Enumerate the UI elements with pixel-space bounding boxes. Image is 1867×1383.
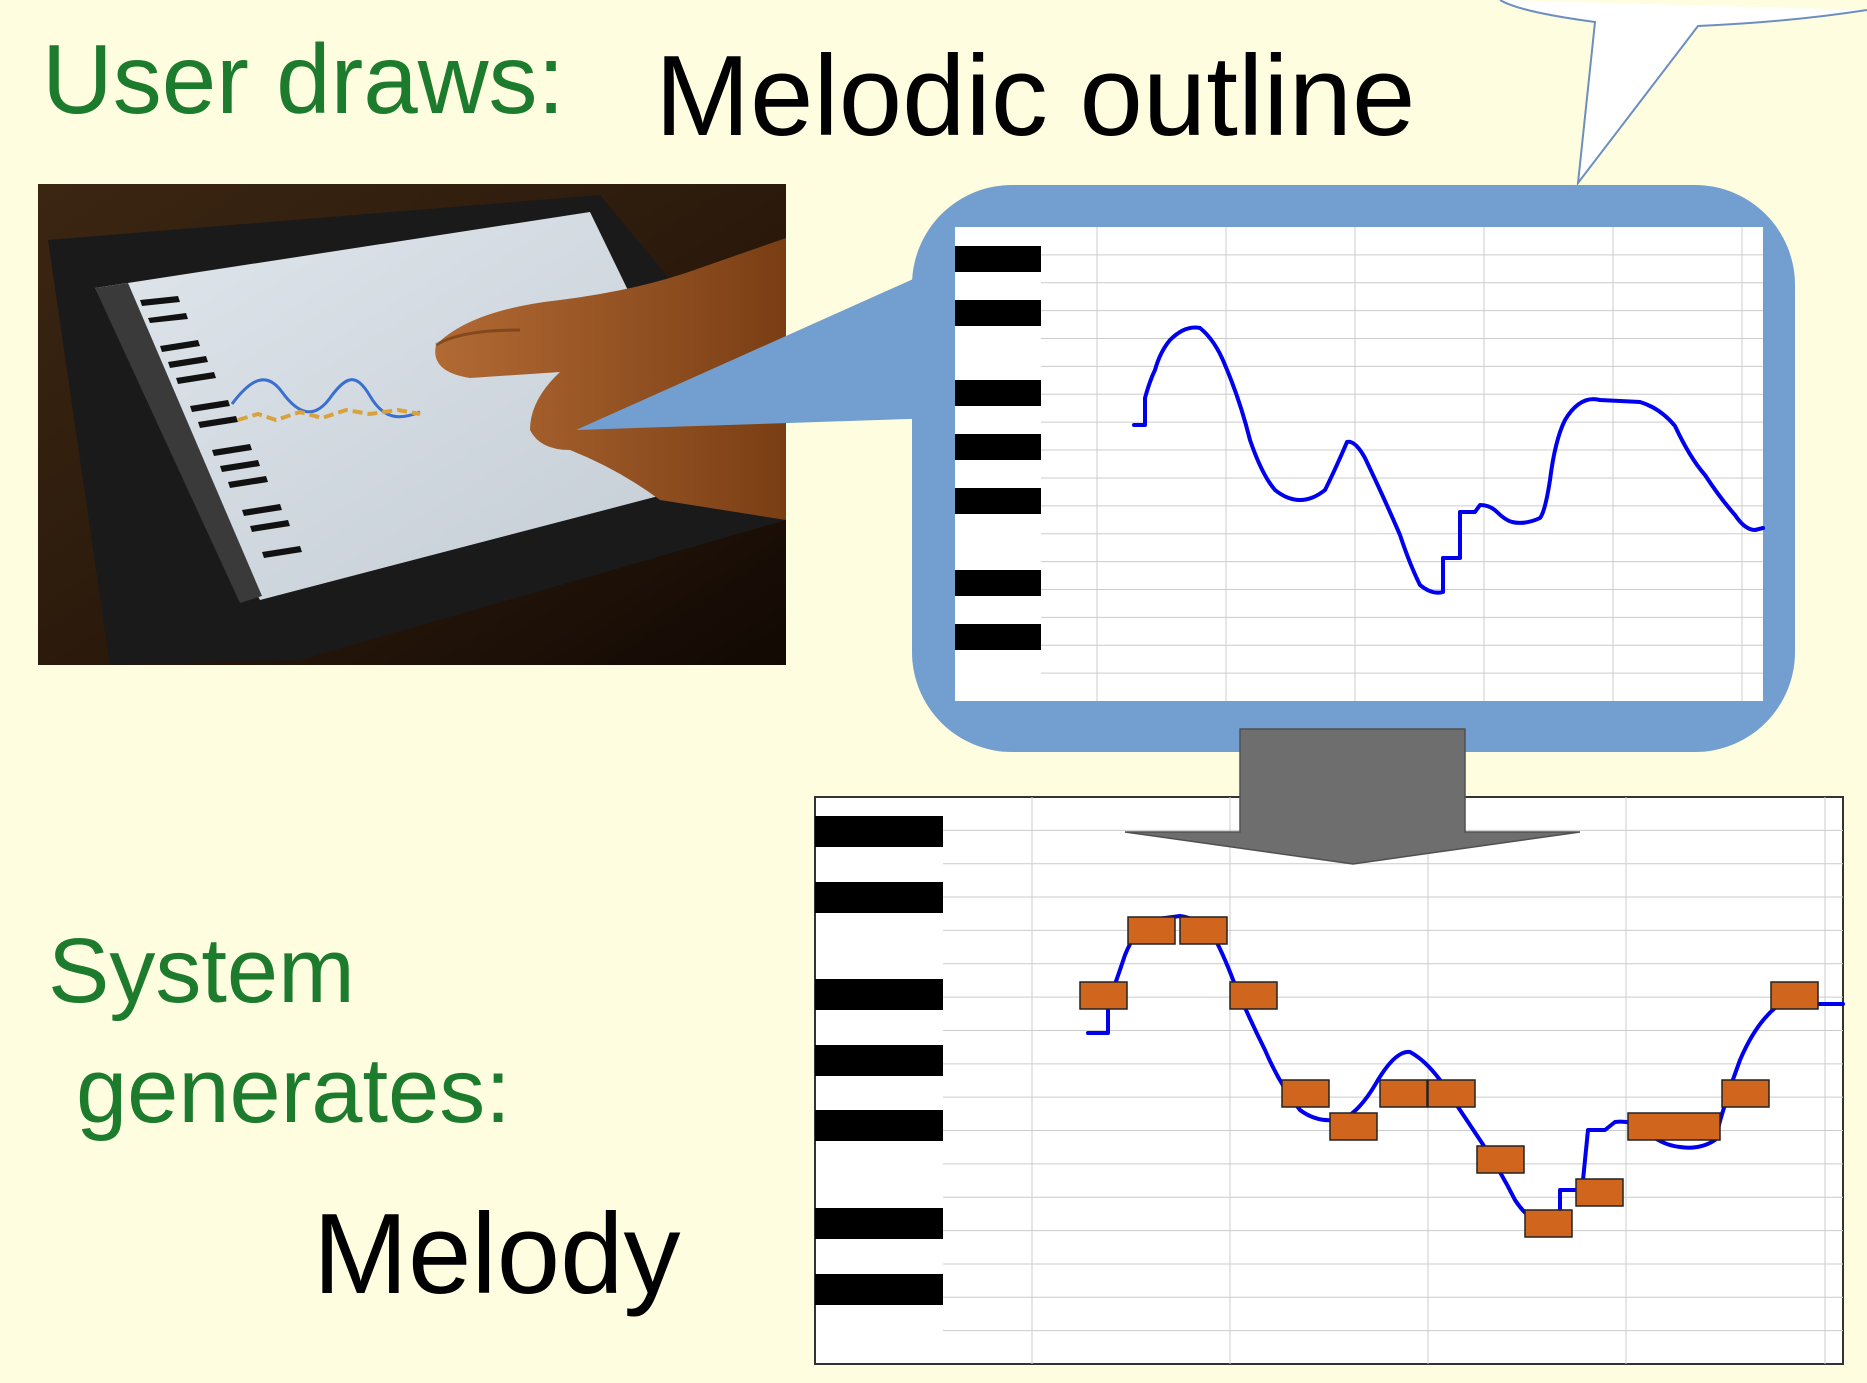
piano-black-key <box>955 300 1041 326</box>
piano-black-key <box>815 979 943 1010</box>
melody-note <box>1476 1145 1525 1174</box>
user-draws-label: User draws: <box>42 24 565 134</box>
melodic-outline-label: Melodic outline <box>655 33 1416 160</box>
piano-black-key <box>815 882 943 913</box>
melody-note <box>1721 1079 1770 1108</box>
melody-piano-keys <box>815 816 943 1305</box>
outline-chart-panel <box>955 227 1763 701</box>
melody-note <box>1770 981 1819 1010</box>
melody-note <box>1127 916 1176 945</box>
melody-note <box>1427 1079 1476 1108</box>
piano-black-key <box>955 488 1041 514</box>
piano-black-key <box>815 1045 943 1076</box>
outline-chart <box>955 227 1765 701</box>
melody-note <box>1281 1079 1330 1108</box>
piano-black-key <box>955 246 1041 272</box>
piano-black-key <box>955 624 1041 650</box>
melody-note <box>1524 1209 1573 1238</box>
piano-black-key <box>955 434 1041 460</box>
process-arrow <box>1124 728 1581 865</box>
melody-chart <box>814 796 1845 1365</box>
melodic-outline-curve <box>1132 325 1765 595</box>
melody-note <box>1379 1079 1428 1108</box>
melody-note <box>1575 1178 1624 1207</box>
melody-note <box>1079 981 1128 1010</box>
melody-notes <box>1079 916 1819 1238</box>
system-generates-label-line2: generates: <box>76 1040 511 1142</box>
callout-pointer <box>576 276 940 430</box>
melody-label: Melody <box>313 1191 681 1318</box>
piano-black-key <box>955 380 1041 406</box>
melody-note <box>1229 981 1278 1010</box>
piano-black-key <box>815 1110 943 1141</box>
piano-black-key <box>815 816 943 847</box>
piano-black-key <box>815 1274 943 1305</box>
system-generates-label-line1: System <box>48 920 355 1022</box>
piano-black-key <box>955 570 1041 596</box>
outline-piano-keys <box>955 246 1041 650</box>
piano-black-key <box>815 1208 943 1239</box>
speech-bubble-tail <box>1499 0 1867 187</box>
melody-note <box>1179 916 1228 945</box>
melody-note <box>1627 1112 1721 1141</box>
hand <box>435 238 786 520</box>
melody-note <box>1329 1112 1378 1141</box>
